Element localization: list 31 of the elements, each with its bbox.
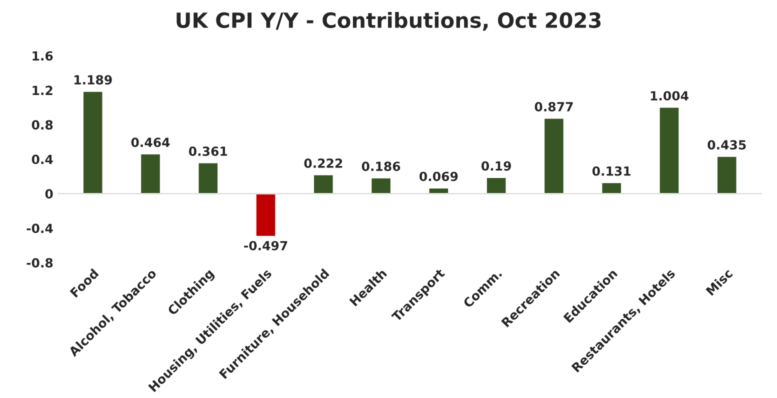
- y-tick-label: 0.4: [32, 154, 53, 164]
- bar: [370, 176, 392, 194]
- data-label: 0.131: [592, 166, 631, 176]
- bar: [82, 90, 104, 194]
- data-label: 1.004: [650, 91, 688, 101]
- bar: [543, 117, 565, 194]
- y-tick-label: -0.8: [26, 258, 53, 268]
- y-tick-label: 1.2: [32, 86, 52, 95]
- data-label: 0.361: [188, 146, 228, 156]
- data-label: 0.069: [420, 172, 458, 182]
- data-label: 0.435: [708, 140, 746, 150]
- y-tick-label: -0.4: [26, 224, 53, 234]
- y-tick-label: 0.8: [32, 120, 53, 130]
- data-label: -0.497: [244, 240, 288, 250]
- bar: [312, 174, 334, 194]
- bar: [140, 152, 162, 194]
- bar: [197, 162, 219, 194]
- chart-title: UK CPI Y/Y - Contributions, Oct 2023: [176, 12, 601, 31]
- data-label: 0.19: [482, 161, 511, 171]
- data-label: 1.189: [74, 75, 112, 85]
- data-label: 0.222: [304, 158, 342, 168]
- data-label: 0.877: [534, 102, 573, 112]
- y-tick-label: 0: [45, 189, 53, 199]
- bar: [486, 176, 508, 194]
- bar: [716, 155, 738, 194]
- y-tick-label: 1.6: [32, 51, 53, 61]
- bar: [600, 182, 622, 194]
- data-label: 0.186: [362, 162, 400, 172]
- bar: [658, 106, 680, 194]
- data-label: 0.464: [131, 138, 170, 148]
- bar: [254, 193, 277, 238]
